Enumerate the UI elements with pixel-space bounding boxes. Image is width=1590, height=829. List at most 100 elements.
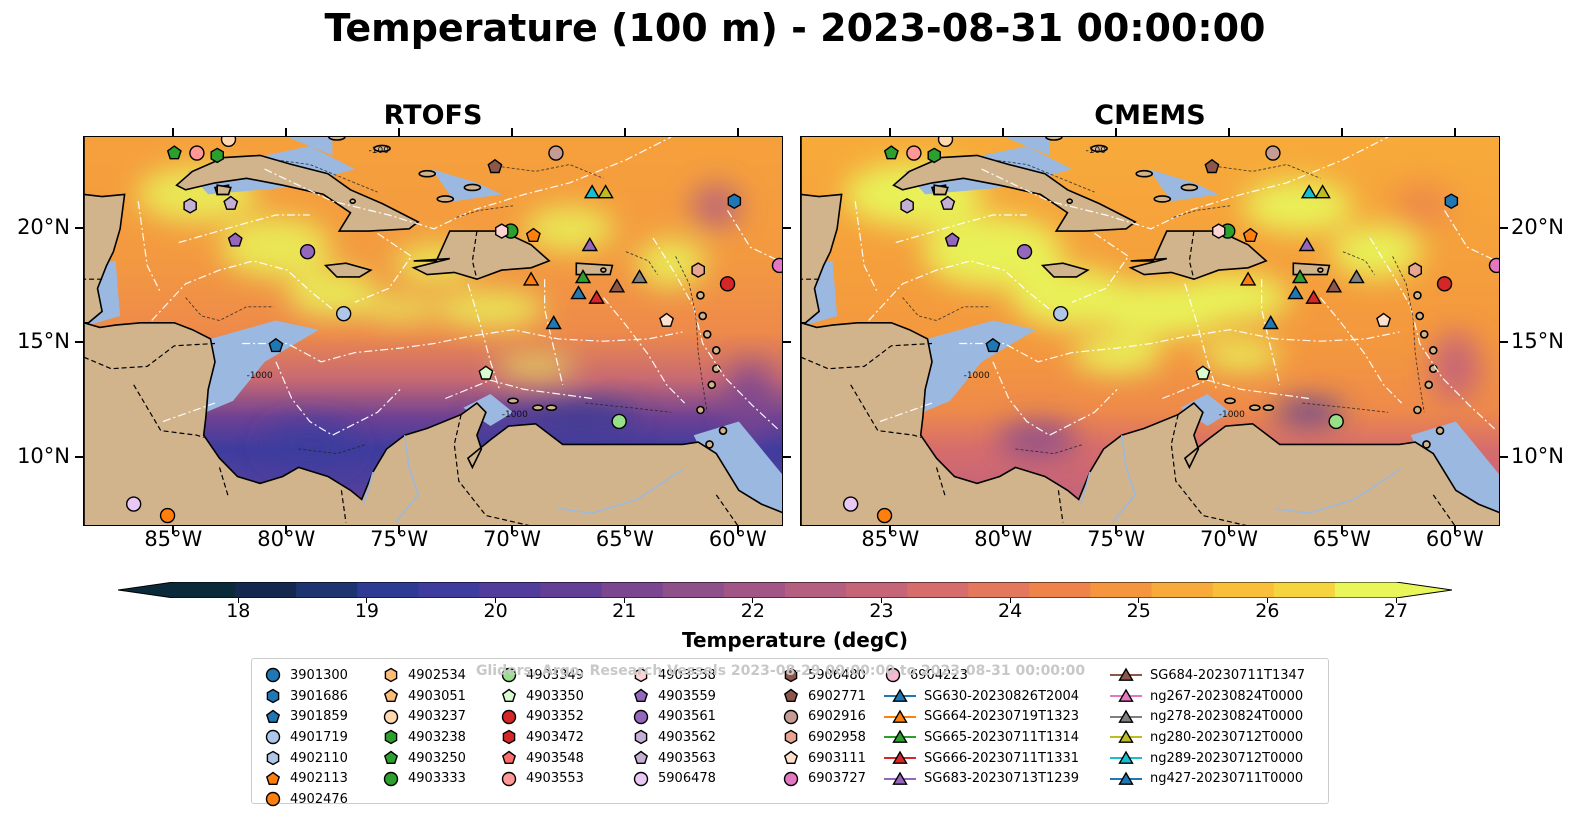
legend-marker-icon: [383, 688, 399, 703]
observation-marker-6902771: [487, 158, 503, 174]
observation-marker-6902958: [691, 262, 705, 278]
colorbar-bin: [846, 582, 908, 598]
observation-marker-3901686: [1444, 193, 1459, 210]
observation-marker-4903563: [940, 195, 956, 210]
x-tick-label: 80°W: [974, 527, 1033, 551]
observation-marker-4901719: [1052, 305, 1069, 322]
legend-marker: [892, 688, 908, 702]
legend-marker: [633, 688, 649, 703]
legend-item: 4903562: [632, 727, 716, 748]
observation-marker-4903559: [944, 232, 960, 247]
legend-marker-icon: [1110, 730, 1142, 744]
legend-label: ng267-20230824T0000: [1150, 688, 1304, 704]
observation-marker-4902113: [1242, 227, 1258, 243]
legend-item: 6903727: [782, 768, 866, 789]
x-tick-mark: [398, 526, 401, 534]
legend-marker: [783, 771, 799, 786]
observation-marker-5906478: [125, 496, 142, 512]
observation-marker-ng280-20230712t0000: [1314, 184, 1331, 199]
legend-marker: [384, 668, 398, 683]
legend-item: SG683-20230713T1239: [884, 768, 1079, 789]
map-canvas: -1000 -100 -1000: [801, 137, 1499, 525]
colorbar-tick-mark: [237, 598, 239, 603]
observation-marker-ng427-20230711t0000: [570, 285, 587, 300]
legend-label: 4902110: [290, 750, 348, 766]
observation-marker-4903349: [611, 413, 627, 430]
x-tick-mark-top: [511, 128, 514, 136]
observation-marker-6903111: [1376, 312, 1392, 327]
legend-marker: [1118, 750, 1134, 764]
legend-marker: [1118, 667, 1134, 682]
observation-marker-6902771: [1204, 158, 1220, 174]
colorbar-tick-mark: [366, 598, 368, 603]
legend-marker-icon: [383, 750, 399, 765]
y-tick-mark: [1500, 456, 1508, 459]
legend-item: 4903548: [500, 748, 584, 769]
y-tick-mark: [75, 341, 83, 344]
observation-marker-sg665-20230711t1314: [1291, 269, 1309, 284]
legend-marker: [383, 688, 399, 703]
colorbar-tick-mark: [1395, 598, 1397, 603]
colorbar-bin: [1273, 582, 1336, 598]
legend-marker-icon: [634, 730, 648, 745]
legend-marker-icon: [502, 730, 516, 745]
legend-item: 5906478: [632, 768, 716, 789]
colorbar-bin: [785, 582, 847, 598]
legend-marker-icon: [501, 709, 517, 724]
legend-marker-icon: [384, 730, 398, 745]
legend-item: 4903563: [632, 748, 716, 769]
legend-marker: [501, 668, 517, 683]
legend-item: SG664-20230719T1323: [884, 706, 1079, 727]
legend-label: 4903352: [526, 709, 584, 725]
legend-item: 3901686: [264, 686, 348, 707]
x-tick-mark: [172, 526, 175, 534]
colorbar-tick-label: 25: [1126, 600, 1151, 622]
legend-item: ng280-20230712T0000: [1110, 727, 1305, 748]
colorbar-bin: [1029, 582, 1091, 598]
bathymetry-contours: [902, 159, 1425, 455]
legend-marker-icon: [633, 771, 649, 786]
legend-marker-icon: [1110, 771, 1142, 785]
legend-label: SG684-20230711T1347: [1150, 667, 1306, 683]
legend-column: 4903558 4903559 4903561 4903562 4903563 59064…: [632, 665, 716, 789]
colorbar-tick-label: 26: [1255, 600, 1280, 622]
colorbar-tick-label: 23: [869, 600, 894, 622]
legend-item: SG630-20230826T2004: [884, 686, 1079, 707]
legend-label: 5906478: [658, 771, 716, 787]
observation-marker-4903559: [227, 232, 243, 247]
legend-item: 6903111: [782, 748, 866, 769]
legend-marker: [265, 792, 281, 807]
legend-item: 4903553: [500, 768, 584, 789]
legend-label: 3901300: [290, 667, 348, 683]
legend-marker: [1118, 730, 1134, 744]
x-tick-mark-top: [1002, 128, 1005, 136]
observation-marker-ng427-20230711t0000: [1287, 285, 1304, 300]
legend-marker-icon: [265, 730, 281, 745]
map-panel-rtofs[interactable]: -1000 -100 -1000: [83, 136, 783, 526]
legend-marker: [265, 730, 281, 745]
legend-item: 4903472: [500, 727, 584, 748]
legend-label: 3901859: [290, 709, 348, 725]
contour-label: -1000: [1219, 410, 1245, 420]
observation-marker-4903250: [883, 145, 899, 160]
colorbar-bin: [1151, 582, 1214, 598]
observation-marker-4903237: [220, 137, 237, 147]
observation-marker-4901719: [335, 305, 352, 322]
x-tick-label: 60°W: [708, 527, 767, 551]
legend-marker-icon: [884, 771, 916, 785]
watermark: Gliders, Argo, Research Vessels 2023-08-…: [476, 663, 1086, 679]
legend-marker: [265, 771, 281, 785]
y-tick-label-right: 15°N: [1511, 329, 1564, 354]
legend-marker-icon: [265, 771, 281, 785]
legend-label: 4903051: [408, 688, 466, 704]
observation-marker-4903563: [223, 195, 239, 210]
map-panel-cmems[interactable]: -1000 -100 -1000: [800, 136, 1500, 526]
observation-marker-sg683-20230713t1239: [581, 237, 599, 252]
legend-item: 4901719: [264, 727, 348, 748]
legend-item: 4903237: [382, 706, 466, 727]
legend-column: SG684-20230711T1347 ng267-20230824T0000 ng…: [1110, 665, 1305, 789]
legend-marker: [501, 750, 517, 765]
colorbar-bin: [907, 582, 969, 598]
legend-label: 6902958: [808, 729, 866, 745]
legend-marker-icon: [884, 688, 916, 702]
